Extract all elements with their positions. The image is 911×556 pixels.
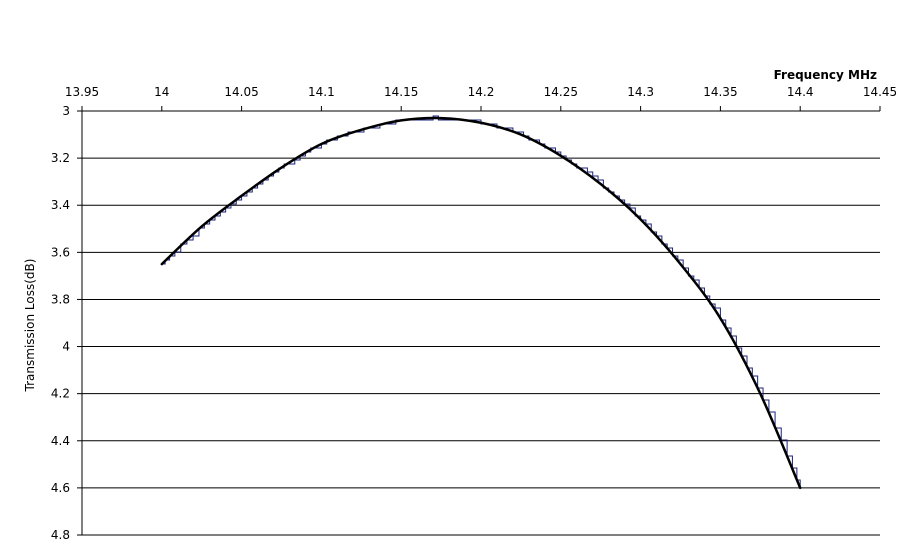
- x-tick-label-9: 14.4: [787, 85, 814, 99]
- data-point-3: [280, 166, 283, 169]
- y-tick-label-9: 4.8: [51, 528, 70, 542]
- y-tick-label-5: 4: [62, 340, 70, 354]
- y-tick-label-3: 3.6: [51, 245, 70, 259]
- x-tick-label-7: 14.3: [627, 85, 654, 99]
- x-tick-label-10: 14.45: [863, 85, 897, 99]
- data-point-14: [719, 317, 722, 319]
- x-tick-label-3: 14.1: [308, 85, 335, 99]
- data-point-13: [679, 263, 682, 265]
- data-point-15: [759, 393, 761, 395]
- x-tick-label-5: 14.2: [468, 85, 495, 99]
- x-tick-label-0: 13.95: [65, 85, 99, 99]
- data-point-4: [320, 143, 322, 145]
- y-tick-label-8: 4.6: [51, 481, 70, 495]
- data-point-11: [600, 183, 602, 185]
- y-tick-label-2: 3.4: [51, 198, 70, 212]
- y-tick-label-6: 4.2: [51, 387, 70, 401]
- x-tick-label-6: 14.25: [544, 85, 578, 99]
- data-point-1: [201, 225, 203, 228]
- data-point-6: [400, 119, 402, 122]
- data-point-5: [360, 129, 362, 131]
- y-tick-label-4: 3.8: [51, 292, 70, 306]
- data-point-16: [799, 487, 801, 489]
- axes: [77, 106, 881, 536]
- y-tick-label-0: 3: [62, 104, 70, 118]
- data-point-0: [161, 263, 163, 265]
- y-tick-label-1: 3.2: [51, 151, 70, 165]
- y-axis-title: Transmission Loss(dB): [23, 259, 37, 393]
- x-tick-labels: 13.95 14 14.05 14.1 14.15 14.2 14.25 14.3 14.35 1…: [65, 85, 897, 99]
- x-tick-label-1: 14: [154, 85, 169, 99]
- y-tick-labels: 3 3.2 3.4 3.6 3.8 4 4.2 4.4 4.6 4.8: [51, 104, 70, 542]
- gridlines: [82, 110, 880, 536]
- x-axis-title: Frequency MHz: [774, 68, 877, 82]
- x-tick-label-2: 14.05: [224, 85, 258, 99]
- x-tick-label-4: 14.15: [384, 85, 418, 99]
- data-point-10: [560, 155, 562, 157]
- data-series: [160, 115, 802, 490]
- x-tick-label-8: 14.35: [703, 85, 737, 99]
- series-smooth-line: [160, 116, 802, 490]
- data-point-9: [520, 133, 522, 136]
- data-point-2: [241, 195, 243, 197]
- data-point-8: [480, 122, 482, 124]
- data-point-12: [640, 218, 642, 220]
- y-tick-label-7: 4.4: [51, 434, 70, 448]
- series-step-line: [161, 115, 801, 488]
- data-point-7: [440, 117, 442, 119]
